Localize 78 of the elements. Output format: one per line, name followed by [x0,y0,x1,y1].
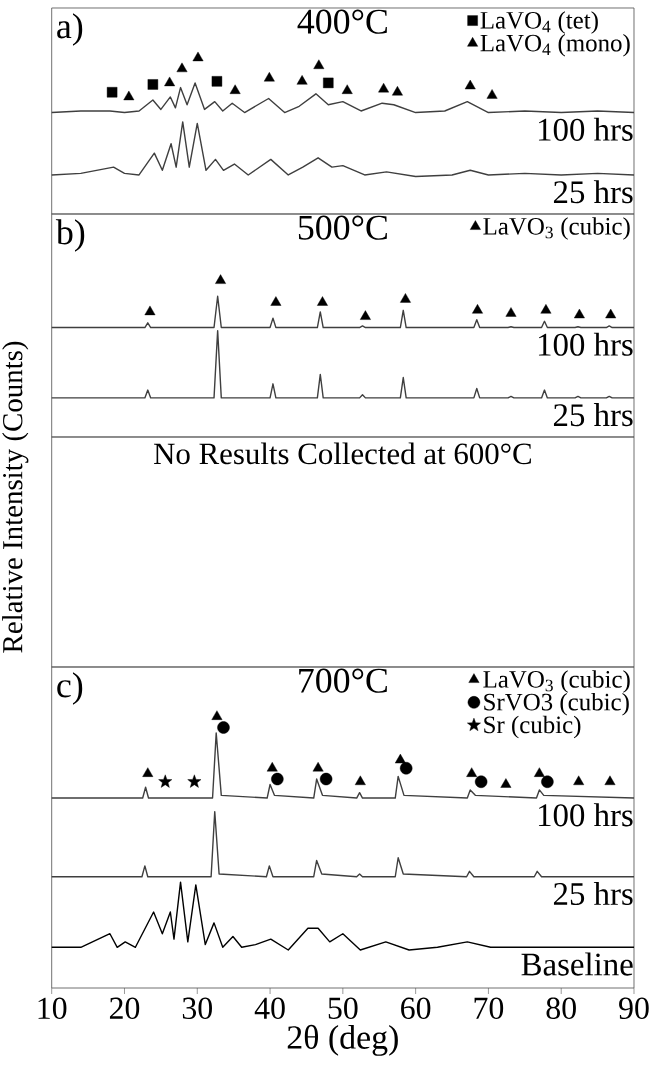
point [399,762,413,775]
chart-title: 500°C [298,215,387,240]
text: No Results Collected at 600°C [154,442,531,465]
legend-label: SrVO3 (cubic) [484,692,629,716]
series-label: 25 hrs [553,180,633,204]
point [466,767,478,777]
point [176,62,188,73]
point [144,305,156,316]
point [323,77,334,89]
point [266,762,278,772]
text: a) [57,13,83,46]
legend-label: LaVO$_{4}$ (mono) [480,33,630,57]
point [604,775,616,785]
chart-title: 700°C [299,668,387,693]
point [474,775,488,788]
point [317,296,328,306]
series-label: 100 hrs [538,803,633,827]
x-tick-label: 80 [546,997,576,1020]
x-tick-label: 70 [474,997,504,1020]
point [296,75,308,85]
point [500,778,512,788]
point [217,721,230,734]
point [147,79,159,90]
point [573,775,585,785]
x-tick-label: 10 [38,997,67,1020]
x-tick-label: 60 [401,997,431,1020]
point [158,774,173,788]
point [211,710,223,720]
point [605,308,617,319]
legend-label: LaVO$_{3}$ (cubic) [483,670,630,693]
point [541,775,554,788]
point [505,307,517,317]
x-tick-label: 90 [619,997,649,1020]
legend-label: LaVO$_{4}$ (tet) [480,11,598,34]
x-tick-label: 30 [182,997,212,1020]
point [341,84,353,94]
series-label: 100 hrs [538,117,633,141]
x-tick-label: 40 [254,997,285,1020]
point [540,304,552,314]
point [400,293,411,303]
point [472,304,483,314]
legend-label: Sr (cubic) [484,715,581,739]
text: b) [55,219,85,252]
point [211,76,223,87]
point [229,84,241,94]
text: Relative Intensity (Counts) [2,341,29,653]
point [354,775,366,785]
point [378,82,389,93]
point [486,89,498,99]
point [187,774,202,788]
series-label: 25 hrs [553,403,633,427]
point [392,86,403,96]
point [123,90,135,101]
point [270,296,282,306]
text: c) [57,672,83,705]
point [312,762,324,772]
point [319,772,333,786]
point [164,76,176,87]
point [271,772,284,786]
point [574,308,585,319]
point [533,767,545,777]
chart-title: 400°C [297,9,387,34]
point [360,310,371,320]
point [263,72,275,82]
legend-label: LaVO$_{3}$ (cubic) [483,217,630,240]
series-label: 100 hrs [538,332,633,356]
point [394,753,406,764]
point [142,767,154,777]
series-label: Baseline [521,952,633,976]
point [464,79,476,90]
point [313,59,325,69]
point [106,87,118,98]
point [192,51,204,62]
series-label: 25 hrs [553,881,633,906]
point [215,274,226,284]
x-tick-label: 20 [109,997,140,1020]
x-tick-label: 50 [328,997,358,1020]
x-axis-title: 2θ (deg) [287,1024,398,1056]
